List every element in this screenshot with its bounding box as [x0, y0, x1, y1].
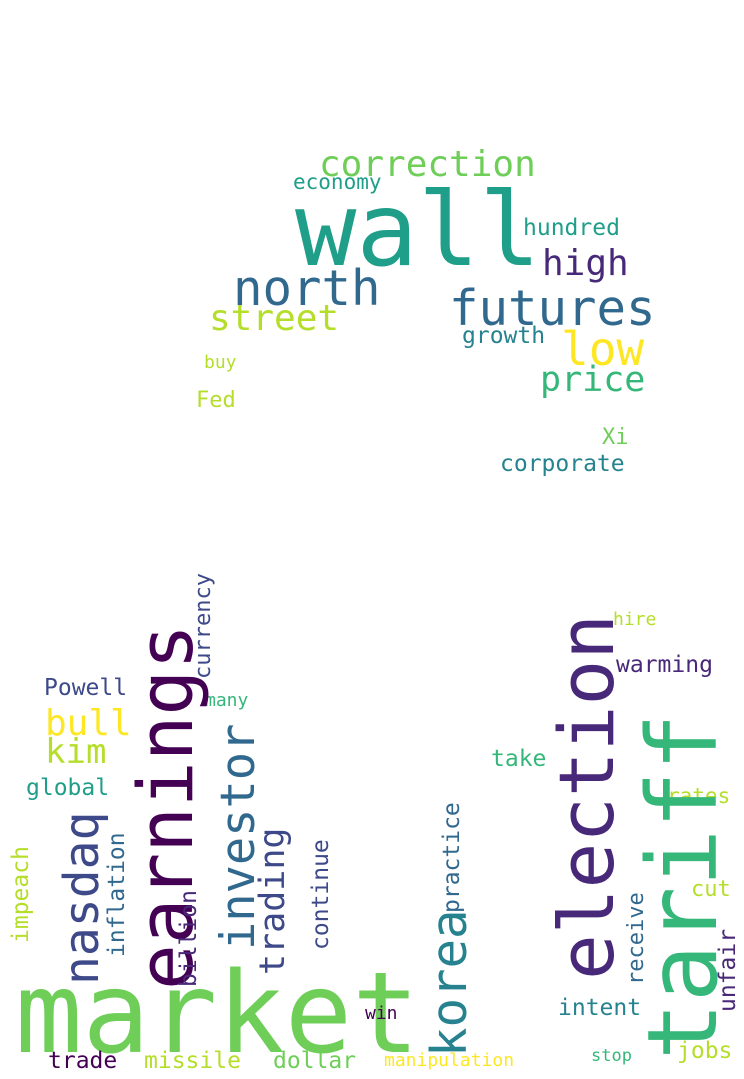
word-global: global	[26, 775, 110, 801]
word-impeach: impeach	[8, 846, 34, 943]
word-trading: trading	[253, 827, 293, 975]
word-north: north	[233, 260, 381, 317]
word-many: many	[205, 690, 249, 711]
word-take: take	[491, 746, 547, 772]
word-futures: futures	[449, 280, 656, 337]
word-continue: continue	[308, 839, 334, 950]
word-price: price	[540, 360, 646, 400]
word-manipulation: manipulation	[384, 1050, 515, 1071]
word-stop: stop	[591, 1046, 632, 1066]
word-low: low	[561, 322, 645, 376]
word-billion: billion	[176, 890, 202, 987]
word-jobs: jobs	[677, 1038, 733, 1064]
word-korea: korea	[421, 909, 478, 1057]
word-rates: rates	[667, 784, 731, 808]
word-corporate: corporate	[500, 451, 625, 477]
word-fed: Fed	[196, 388, 236, 413]
word-powell: Powell	[44, 675, 128, 701]
word-hire: hire	[613, 609, 657, 630]
word-inflation: inflation	[104, 832, 130, 957]
word-hundred: hundred	[523, 215, 620, 241]
word-growth: growth	[462, 323, 546, 349]
word-trade: trade	[48, 1048, 118, 1074]
word-unfair: unfair	[715, 928, 741, 1012]
word-kim: kim	[45, 732, 107, 772]
word-practice: practice	[439, 802, 465, 913]
word-win: win	[365, 1003, 398, 1024]
word-intent: intent	[558, 995, 642, 1021]
word-warming: warming	[616, 652, 713, 678]
word-correction: correction	[319, 144, 536, 185]
word-buy: buy	[204, 352, 237, 373]
word-bull: bull	[45, 703, 132, 744]
word-missile: missile	[144, 1048, 241, 1074]
word-receive: receive	[624, 892, 649, 985]
word-dollar: dollar	[273, 1048, 357, 1074]
word-election: election	[542, 613, 631, 980]
word-nasdaq: nasdaq	[54, 811, 110, 985]
word-economy: economy	[293, 170, 382, 194]
word-high: high	[542, 243, 629, 284]
word-market: market	[15, 949, 420, 1079]
word-wall: wall	[295, 171, 541, 290]
word-xi: Xi	[602, 425, 629, 450]
word-cut: cut	[691, 877, 731, 902]
word-street: street	[209, 298, 340, 339]
